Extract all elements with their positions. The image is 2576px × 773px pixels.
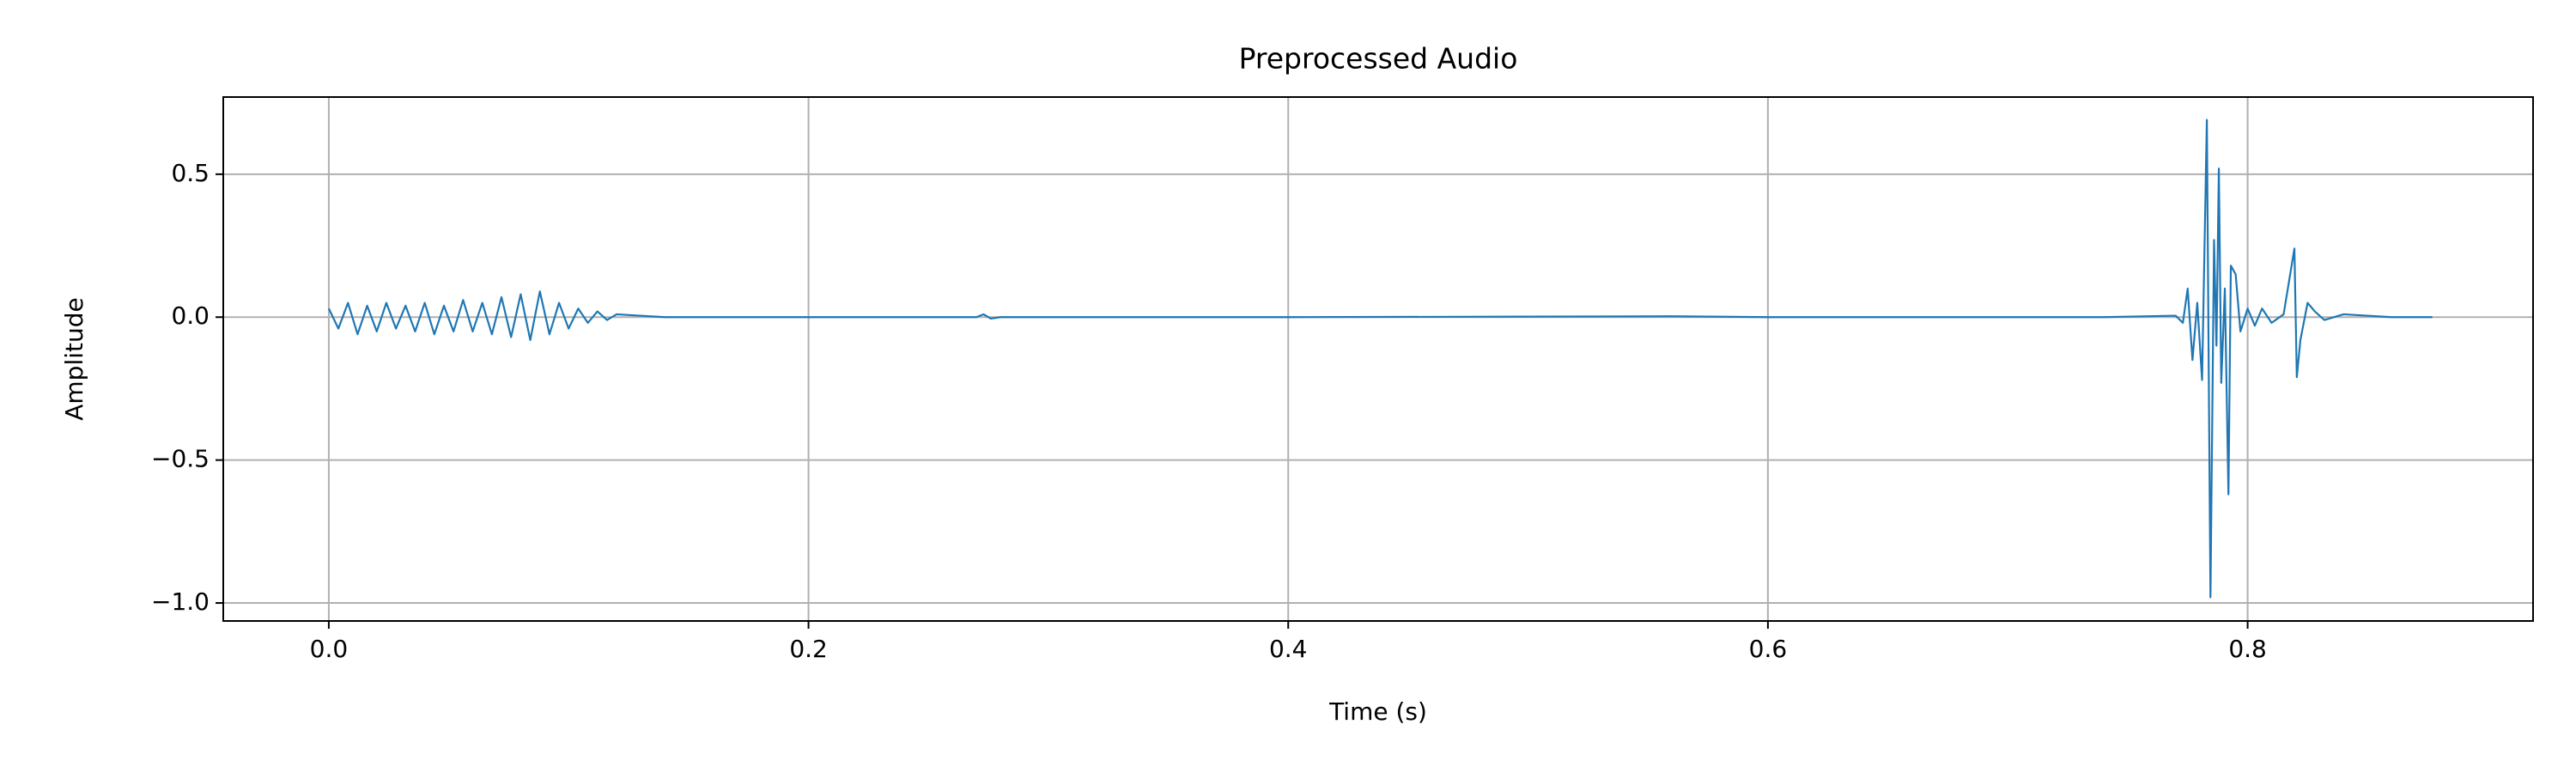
chart-title: Preprocessed Audio — [1239, 42, 1518, 76]
y-tick-label: 0.5 — [171, 159, 210, 187]
y-tick-label: −0.5 — [151, 445, 210, 473]
x-tick-label: 0.4 — [1269, 635, 1308, 663]
x-tick-label: 0.0 — [310, 635, 349, 663]
x-tick-label: 0.8 — [2228, 635, 2267, 663]
x-axis-title: Time (s) — [1328, 697, 1427, 726]
y-tick-label: 0.0 — [171, 301, 210, 330]
y-tick-label: −1.0 — [151, 587, 210, 616]
y-axis-title: Amplitude — [60, 297, 88, 421]
plot-frame — [222, 96, 2534, 622]
x-tick-label: 0.2 — [789, 635, 828, 663]
waveform — [327, 119, 2433, 599]
x-tick-label: 0.6 — [1749, 635, 1788, 663]
